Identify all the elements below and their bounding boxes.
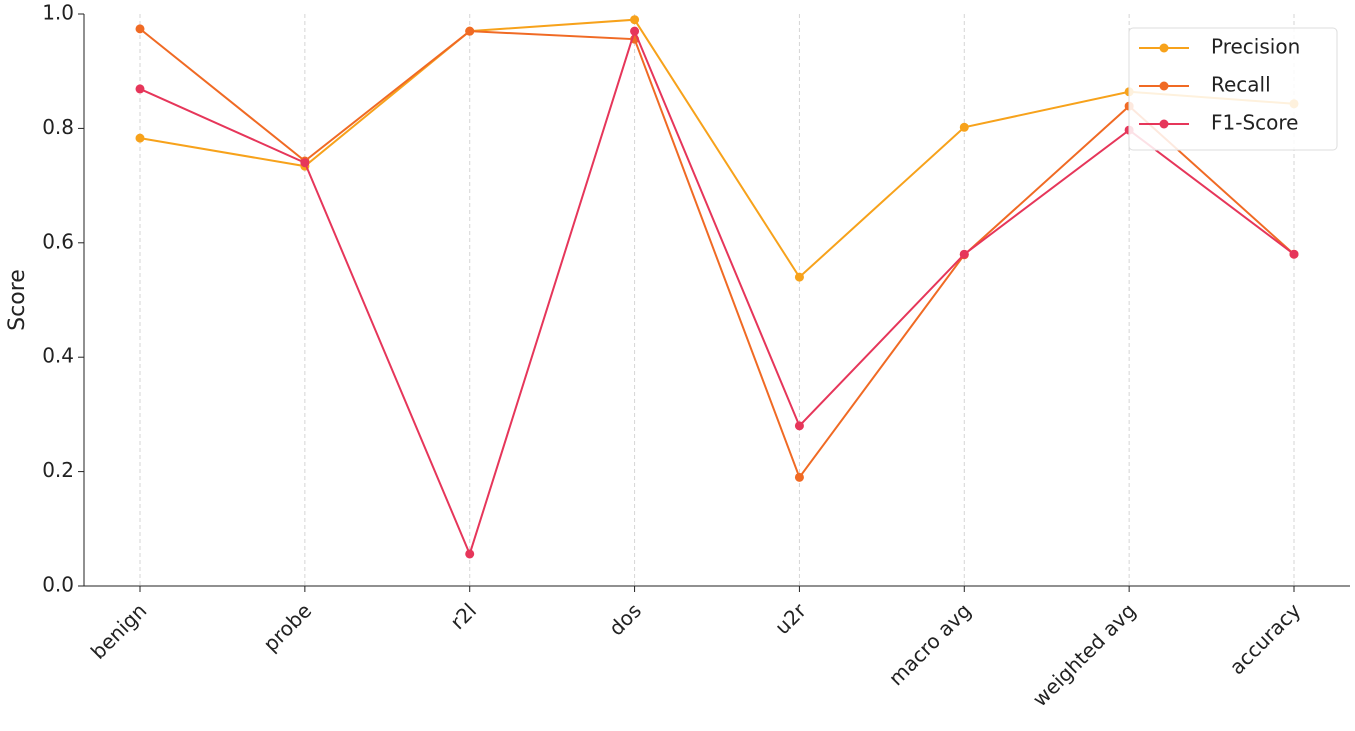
- data-point: [465, 26, 475, 36]
- legend-marker: [1159, 43, 1169, 53]
- data-point: [959, 249, 969, 259]
- data-point: [135, 24, 145, 34]
- y-tick-label: 0.4: [42, 344, 74, 368]
- y-tick-label: 0.2: [42, 458, 74, 482]
- legend-box: [1128, 27, 1338, 151]
- data-point: [794, 472, 804, 482]
- legend-label: Precision: [1211, 35, 1300, 59]
- y-tick-label: 0.0: [42, 573, 74, 597]
- series-line: [139, 18, 1295, 279]
- series-line: [139, 28, 1295, 480]
- x-tick-label: probe: [258, 598, 316, 656]
- data-point: [959, 122, 969, 132]
- data-point: [135, 133, 145, 143]
- x-tick-label: u2r: [770, 598, 811, 639]
- x-tick-label: r2l: [445, 598, 481, 634]
- y-tick-label: 0.6: [42, 229, 74, 253]
- data-point: [135, 84, 145, 94]
- y-axis-label: Score: [5, 269, 30, 331]
- legend-marker: [1159, 81, 1169, 91]
- x-tick-label: accuracy: [1225, 598, 1306, 679]
- legend: Precision Recall F1-Score: [1128, 27, 1338, 151]
- data-point: [794, 421, 804, 431]
- data-point: [630, 26, 640, 36]
- data-point: [465, 549, 475, 559]
- legend-marker: [1159, 119, 1169, 129]
- x-tick-label: benign: [86, 598, 151, 663]
- data-point: [1289, 249, 1299, 259]
- data-point: [630, 15, 640, 25]
- x-tick-label: macro avg: [884, 598, 976, 690]
- x-tick-label: dos: [604, 598, 646, 640]
- x-tick-label: weighted avg: [1028, 598, 1141, 711]
- y-tick-label: 1.0: [42, 1, 74, 25]
- series-line: [139, 28, 1295, 557]
- y-tick-label: 0.8: [42, 115, 74, 139]
- data-point: [300, 158, 310, 168]
- legend-label: Recall: [1211, 73, 1271, 97]
- data-point: [794, 272, 804, 282]
- legend-label: F1-Score: [1211, 111, 1298, 135]
